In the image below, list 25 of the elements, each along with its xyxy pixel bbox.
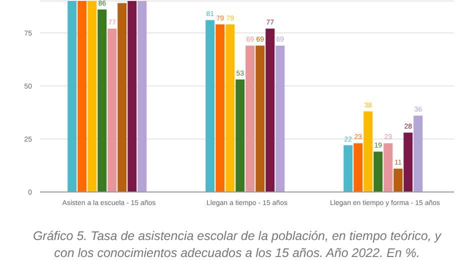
bar xyxy=(404,132,413,192)
bar xyxy=(364,111,373,192)
bar xyxy=(354,143,363,192)
bar xyxy=(394,168,403,192)
bar xyxy=(246,46,255,192)
bar xyxy=(276,46,285,192)
bar xyxy=(78,1,87,192)
bar xyxy=(108,28,117,192)
text: Gráfico 5. Tasa de asistencia escolar de la población, en tiempo teórico, y con los conocimientos adecuados a los 15 años. Año 2022. En %. xyxy=(32,228,442,262)
bar xyxy=(118,3,127,192)
bar xyxy=(128,1,137,192)
bar xyxy=(256,46,265,192)
bar xyxy=(226,24,235,192)
bar xyxy=(206,20,215,192)
bar xyxy=(236,80,245,192)
bar xyxy=(374,152,383,192)
bar xyxy=(68,1,77,192)
bar xyxy=(344,145,353,192)
bar xyxy=(266,28,275,192)
bar xyxy=(414,116,423,192)
bar xyxy=(98,9,107,192)
bar xyxy=(216,24,225,192)
bar xyxy=(384,143,393,192)
bar xyxy=(88,1,97,192)
bar xyxy=(138,1,147,192)
